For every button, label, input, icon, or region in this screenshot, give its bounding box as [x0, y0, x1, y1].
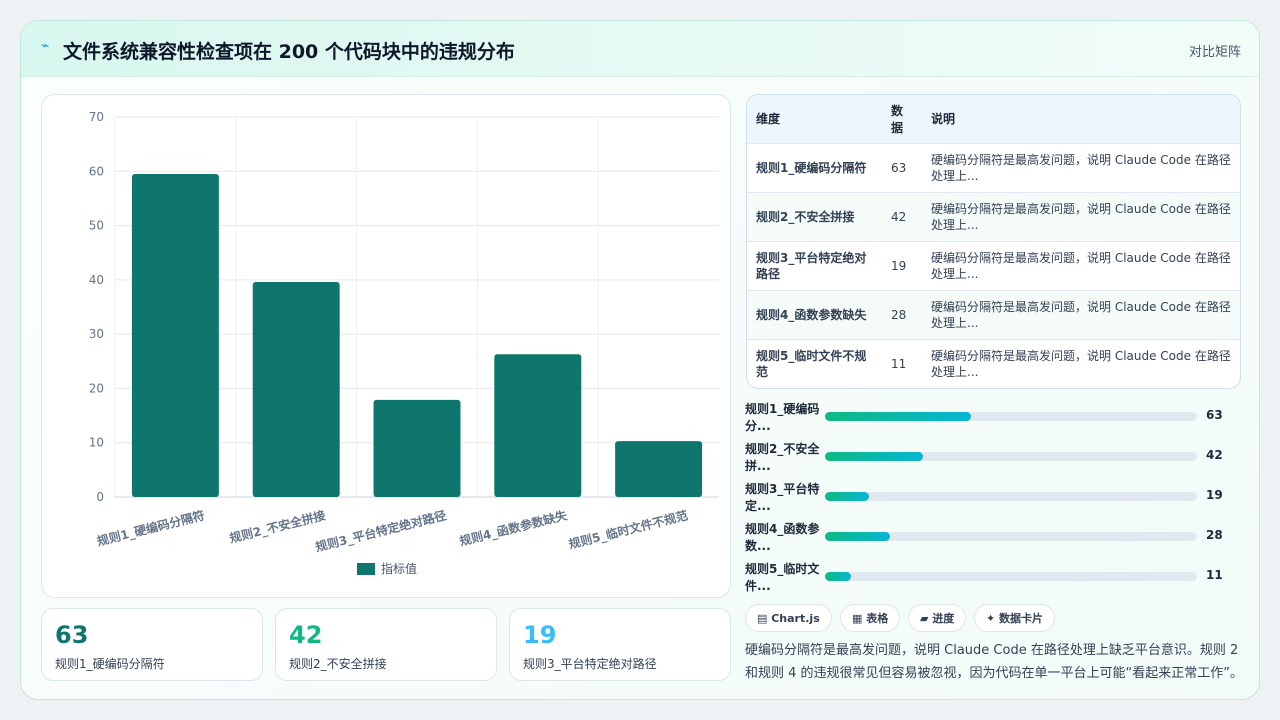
progress-label: 规则4_函数参数...	[745, 522, 820, 553]
stat-value: 42	[289, 621, 323, 649]
progress-label: 规则5_临时文件...	[745, 562, 820, 593]
table-cell: 42	[882, 191, 922, 241]
table-row: 规则3_平台特定绝对路径 19 硬编码分隔符是最高发问题，说明 Claude Cod…	[747, 240, 1240, 290]
icon: ⌁	[41, 38, 50, 54]
table-row: 规则4_函数参数缺失 28 硬编码分隔符是最高发问题，说明 Claude Code …	[747, 289, 1240, 339]
y-tick-label: 60	[89, 164, 104, 178]
tag[interactable]: ▰ 进度	[908, 604, 967, 632]
action[interactable]: 对比矩阵	[1188, 45, 1241, 60]
table-cell: 28	[882, 289, 922, 339]
stat-card: 42 规则2_不安全拼接	[275, 608, 497, 681]
tag-label: 表格	[866, 612, 889, 625]
table-header: 说明	[922, 95, 1240, 143]
table-cell: 63	[882, 142, 922, 192]
stat-value: 63	[55, 621, 89, 649]
y-tick-label: 30	[89, 327, 104, 341]
x-tick-label: 规则3_平台特定绝对路径	[314, 507, 448, 555]
stat-label: 规则1_硬编码分隔符	[55, 657, 165, 671]
chart-panel: 0 10 20 30 40 50 60 70 规则1_硬编码分隔符 规则2_不安全拼接 规则3_平台…	[41, 94, 731, 598]
summary: 硬编码分隔符是最高发问题，说明 Claude Code 在路径处理上缺乏平台意识…	[745, 643, 1244, 681]
progress-track	[825, 452, 1197, 461]
table-cell: 硬编码分隔符是最高发问题，说明 Claude Code 在路径处理上...	[922, 338, 1240, 388]
chart: 0 10 20 30 40 50 60 70 规则1_硬编码分隔符 规则2_不安全拼接规则3_平台…	[89, 110, 719, 576]
table: 维度 数据 说明 规则1_硬编码分隔符 63 硬编码分隔符是最高发问题，说明 Claude…	[746, 94, 1241, 389]
progress-track	[825, 572, 1197, 581]
progress-track	[825, 492, 1197, 501]
table-cell: 规则4_函数参数缺失	[747, 289, 882, 339]
table-row: 规则1_硬编码分隔符 63 硬编码分隔符是最高发问题，说明 Claude Code …	[747, 142, 1240, 192]
progress-fill	[825, 412, 972, 421]
dashboard: ⌁ 文件系统兼容性检查项在 200 个代码块中的违规分布 对比矩阵 0 10 20 3…	[20, 20, 1260, 700]
progress-fill	[825, 572, 851, 581]
progress-value: 63	[1206, 408, 1223, 422]
table-header: 维度	[747, 95, 882, 143]
table-grid: 维度 数据 说明 规则1_硬编码分隔符 63 硬编码分隔符是最高发问题，说明 Claude…	[747, 95, 1240, 388]
stat-card: 63 规则1_硬编码分隔符	[41, 608, 263, 681]
tag-icon: ✦	[986, 612, 1000, 625]
progress-fill	[825, 532, 891, 541]
progress-value: 28	[1206, 528, 1223, 542]
bar	[373, 399, 461, 497]
progress-label: 规则3_平台特定...	[745, 482, 820, 513]
table-row: 规则5_临时文件不规范 11 硬编码分隔符是最高发问题，说明 Claude Code…	[747, 338, 1240, 388]
table-header: 数据	[882, 95, 922, 143]
bar	[615, 441, 703, 497]
x-tick-label: 规则1_硬编码分隔符	[95, 507, 206, 549]
progress-fill	[825, 452, 923, 461]
x-tick-label: 规则2_不安全拼接	[228, 507, 327, 546]
tag-icon: ▦	[852, 612, 867, 625]
progress-label: 规则2_不安全拼...	[745, 442, 820, 473]
table-cell: 规则3_平台特定绝对路径	[747, 240, 882, 290]
y-tick-label: 20	[89, 381, 104, 395]
table-cell: 硬编码分隔符是最高发问题，说明 Claude Code 在路径处理上...	[922, 289, 1240, 339]
stat-card: 19 规则3_平台特定绝对路径	[509, 608, 731, 681]
title: 文件系统兼容性检查项在 200 个代码块中的违规分布	[63, 41, 515, 63]
table-row: 规则2_不安全拼接 42 硬编码分隔符是最高发问题，说明 Claude Code 在…	[747, 191, 1240, 241]
table-cell: 硬编码分隔符是最高发问题，说明 Claude Code 在路径处理上...	[922, 191, 1240, 241]
y-tick-label: 40	[89, 273, 104, 287]
tag-label: Chart.js	[771, 612, 820, 625]
x-tick-label: 规则5_临时文件不规范	[567, 507, 690, 552]
table-cell: 11	[882, 338, 922, 388]
tag-label: 进度	[932, 612, 955, 625]
bar	[252, 282, 340, 497]
y-tick-label: 0	[96, 490, 104, 504]
table-cell: 硬编码分隔符是最高发问题，说明 Claude Code 在路径处理上...	[922, 142, 1240, 192]
table-cell: 19	[882, 240, 922, 290]
stat-label: 规则3_平台特定绝对路径	[523, 657, 657, 671]
table-cell: 规则5_临时文件不规范	[747, 338, 882, 388]
progress-fill	[825, 492, 870, 501]
bar	[494, 354, 582, 497]
table-cell: 规则1_硬编码分隔符	[747, 142, 882, 192]
table-cell: 硬编码分隔符是最高发问题，说明 Claude Code 在路径处理上...	[922, 240, 1240, 290]
x-tick-label: 规则4_函数参数缺失	[458, 507, 570, 549]
tag[interactable]: ✦ 数据卡片	[974, 604, 1056, 632]
progress-value: 42	[1206, 448, 1223, 462]
tag-icon: ▤	[757, 612, 772, 625]
stat-label: 规则2_不安全拼接	[289, 657, 387, 671]
legend-swatch	[357, 563, 375, 575]
y-tick-label: 50	[89, 219, 104, 233]
y-tick-label: 10	[89, 436, 104, 450]
table-cell: 规则2_不安全拼接	[747, 191, 882, 241]
bar	[131, 174, 219, 497]
progress-track	[825, 412, 1197, 421]
tag[interactable]: ▦ 表格	[840, 604, 901, 632]
legend-label: 指标值	[381, 561, 417, 576]
progress-value: 11	[1206, 568, 1223, 582]
header: ⌁ 文件系统兼容性检查项在 200 个代码块中的违规分布 对比矩阵	[21, 21, 1259, 77]
tag-icon: ▰	[920, 612, 933, 625]
y-tick-label: 70	[89, 110, 104, 124]
stat-value: 19	[523, 621, 557, 649]
tag-label: 数据卡片	[999, 612, 1044, 625]
tag[interactable]: ▤ Chart.js	[745, 604, 832, 632]
progress-value: 19	[1206, 488, 1223, 502]
progress-label: 规则1_硬编码分...	[745, 402, 820, 433]
progress-track	[825, 532, 1197, 541]
